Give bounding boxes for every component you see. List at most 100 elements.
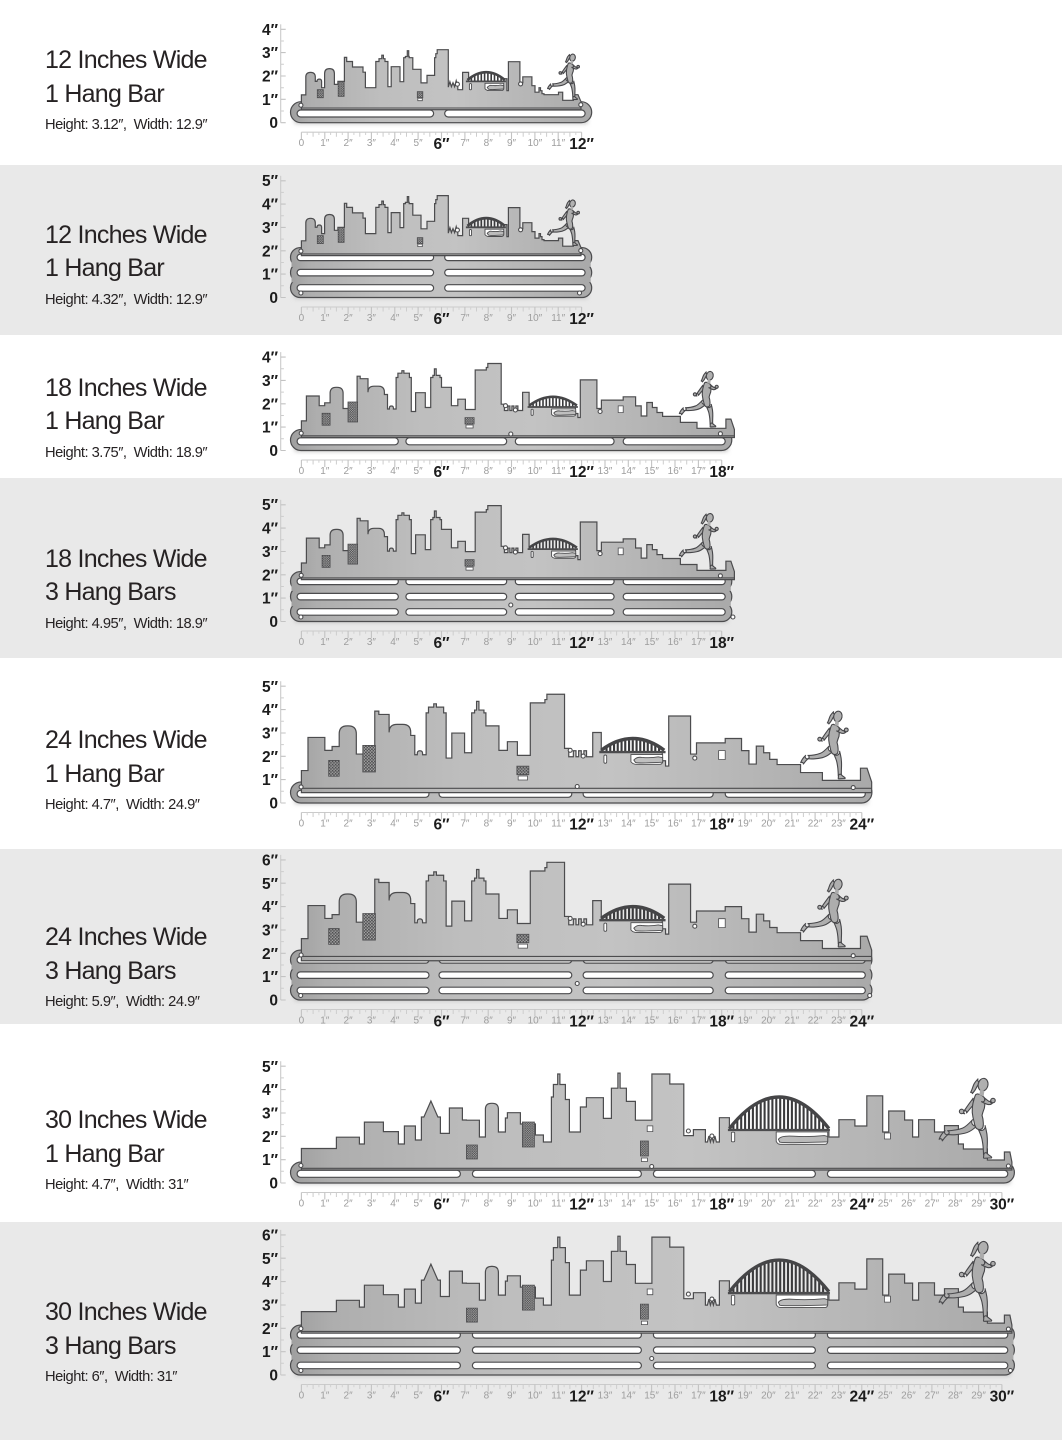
svg-text:0: 0 bbox=[269, 115, 278, 132]
svg-text:18″: 18″ bbox=[709, 464, 734, 481]
svg-text:3″: 3″ bbox=[367, 637, 377, 648]
svg-text:11″: 11″ bbox=[551, 1391, 565, 1402]
svg-text:2″: 2″ bbox=[344, 1016, 354, 1027]
svg-text:27″: 27″ bbox=[925, 1199, 940, 1210]
svg-text:22″: 22″ bbox=[808, 1199, 823, 1210]
svg-text:16″: 16″ bbox=[668, 819, 683, 830]
svg-text:10″: 10″ bbox=[528, 1391, 543, 1402]
svg-text:5″: 5″ bbox=[414, 138, 424, 149]
svg-text:7″: 7″ bbox=[460, 138, 470, 149]
svg-text:20″: 20″ bbox=[761, 1391, 776, 1402]
svg-text:19″: 19″ bbox=[738, 819, 753, 830]
svg-text:3″: 3″ bbox=[262, 45, 279, 62]
svg-text:6″: 6″ bbox=[433, 817, 450, 834]
svg-text:8″: 8″ bbox=[484, 637, 494, 648]
svg-text:4″: 4″ bbox=[390, 1391, 400, 1402]
svg-text:12″: 12″ bbox=[569, 464, 594, 481]
svg-text:2″: 2″ bbox=[262, 749, 279, 766]
svg-text:25″: 25″ bbox=[878, 1199, 893, 1210]
svg-text:5″: 5″ bbox=[262, 876, 279, 893]
svg-text:20″: 20″ bbox=[761, 819, 776, 830]
svg-text:13″: 13″ bbox=[598, 819, 613, 830]
svg-text:8″: 8″ bbox=[484, 1016, 494, 1027]
svg-text:29″: 29″ bbox=[971, 1199, 986, 1210]
svg-text:0: 0 bbox=[269, 993, 278, 1010]
svg-text:5″: 5″ bbox=[262, 1059, 279, 1076]
svg-text:21″: 21″ bbox=[784, 1391, 799, 1402]
svg-text:14″: 14″ bbox=[621, 1016, 636, 1027]
svg-text:23″: 23″ bbox=[831, 1391, 846, 1402]
svg-text:3″: 3″ bbox=[262, 544, 279, 561]
svg-text:10″: 10″ bbox=[528, 1199, 543, 1210]
svg-text:1″: 1″ bbox=[262, 1344, 279, 1361]
svg-text:6″: 6″ bbox=[433, 1197, 450, 1214]
svg-text:15″: 15″ bbox=[644, 1016, 659, 1027]
svg-text:12″: 12″ bbox=[569, 817, 594, 834]
svg-text:25″: 25″ bbox=[878, 1391, 893, 1402]
svg-text:2″: 2″ bbox=[262, 396, 279, 413]
svg-text:5″: 5″ bbox=[414, 466, 424, 477]
svg-text:3″: 3″ bbox=[262, 726, 279, 743]
svg-text:6″: 6″ bbox=[433, 464, 450, 481]
svg-text:6″: 6″ bbox=[433, 136, 450, 153]
svg-text:5″: 5″ bbox=[414, 637, 424, 648]
svg-text:4″: 4″ bbox=[262, 1274, 279, 1291]
svg-text:8″: 8″ bbox=[484, 1199, 494, 1210]
svg-text:7″: 7″ bbox=[460, 637, 470, 648]
svg-text:14″: 14″ bbox=[621, 637, 636, 648]
svg-text:26″: 26″ bbox=[901, 1199, 916, 1210]
svg-text:1″: 1″ bbox=[320, 637, 330, 648]
svg-text:4″: 4″ bbox=[262, 702, 279, 719]
svg-text:27″: 27″ bbox=[925, 1391, 940, 1402]
svg-text:11″: 11″ bbox=[551, 1016, 565, 1027]
svg-text:3″: 3″ bbox=[262, 923, 279, 940]
svg-text:2″: 2″ bbox=[262, 1321, 279, 1338]
svg-text:13″: 13″ bbox=[598, 1391, 613, 1402]
svg-text:22″: 22″ bbox=[808, 819, 823, 830]
svg-text:2″: 2″ bbox=[344, 1391, 354, 1402]
svg-text:4″: 4″ bbox=[390, 637, 400, 648]
svg-text:0: 0 bbox=[269, 1368, 278, 1385]
svg-text:19″: 19″ bbox=[738, 1016, 753, 1027]
svg-text:12″: 12″ bbox=[569, 1197, 594, 1214]
svg-text:8″: 8″ bbox=[484, 819, 494, 830]
svg-text:17″: 17″ bbox=[691, 1016, 706, 1027]
svg-text:15″: 15″ bbox=[644, 637, 659, 648]
svg-text:12″: 12″ bbox=[569, 1014, 594, 1031]
svg-text:4″: 4″ bbox=[262, 1082, 279, 1099]
svg-text:9″: 9″ bbox=[507, 819, 517, 830]
svg-text:10″: 10″ bbox=[528, 637, 543, 648]
svg-text:0: 0 bbox=[299, 1199, 305, 1210]
svg-text:3″: 3″ bbox=[367, 313, 377, 324]
svg-text:15″: 15″ bbox=[644, 819, 659, 830]
svg-text:4″: 4″ bbox=[390, 138, 400, 149]
svg-text:23″: 23″ bbox=[831, 1016, 846, 1027]
svg-text:11″: 11″ bbox=[551, 313, 565, 324]
svg-text:1″: 1″ bbox=[320, 819, 330, 830]
svg-text:1″: 1″ bbox=[262, 969, 279, 986]
svg-text:2″: 2″ bbox=[344, 313, 354, 324]
svg-text:20″: 20″ bbox=[761, 1199, 776, 1210]
svg-text:9″: 9″ bbox=[507, 466, 517, 477]
svg-text:17″: 17″ bbox=[691, 819, 706, 830]
svg-text:3″: 3″ bbox=[262, 220, 279, 237]
svg-text:9″: 9″ bbox=[507, 313, 517, 324]
svg-text:8″: 8″ bbox=[484, 1391, 494, 1402]
svg-text:4″: 4″ bbox=[390, 819, 400, 830]
svg-text:2″: 2″ bbox=[262, 946, 279, 963]
svg-text:14″: 14″ bbox=[621, 466, 636, 477]
svg-text:2″: 2″ bbox=[344, 466, 354, 477]
svg-text:3″: 3″ bbox=[367, 466, 377, 477]
svg-text:4″: 4″ bbox=[390, 1016, 400, 1027]
svg-text:9″: 9″ bbox=[507, 1016, 517, 1027]
svg-text:0: 0 bbox=[269, 796, 278, 813]
svg-text:24″: 24″ bbox=[849, 1014, 874, 1031]
svg-text:0: 0 bbox=[299, 1016, 305, 1027]
svg-text:1″: 1″ bbox=[262, 1152, 279, 1169]
svg-text:0: 0 bbox=[269, 614, 278, 631]
svg-text:3″: 3″ bbox=[262, 1106, 279, 1123]
svg-text:6″: 6″ bbox=[433, 311, 450, 328]
svg-text:28″: 28″ bbox=[948, 1199, 963, 1210]
svg-text:3″: 3″ bbox=[367, 138, 377, 149]
svg-text:0: 0 bbox=[269, 443, 278, 460]
